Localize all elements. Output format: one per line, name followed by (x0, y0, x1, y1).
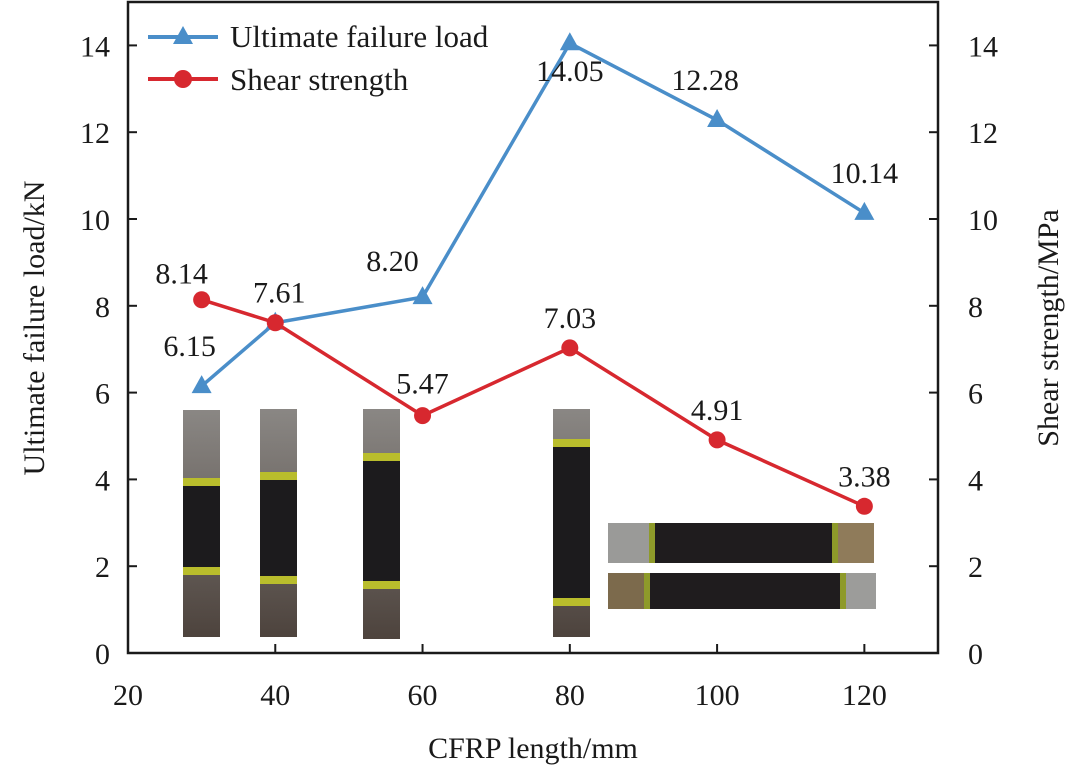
x-axis-title: CFRP length/mm (428, 732, 638, 765)
data-point-shear-strength (414, 407, 432, 425)
x-tick-label: 40 (260, 679, 290, 712)
y2-tick-label: 14 (968, 30, 998, 63)
data-point-ultimate-failure-load (412, 286, 433, 305)
legend-label-shear-strength: Shear strength (230, 62, 409, 97)
cfrp-sheet (183, 486, 220, 567)
series-line-shear-strength (201, 298, 866, 508)
data-label-ultimate-failure-load: 10.14 (831, 157, 899, 190)
y-tick-label: 10 (80, 204, 110, 237)
data-point-ultimate-failure-load (707, 109, 728, 128)
legend-label-ultimate-failure-load: Ultimate failure load (230, 19, 489, 54)
data-point-shear-strength (266, 314, 284, 332)
data-point-ultimate-failure-load (854, 201, 875, 220)
specimen-80mm-photo (553, 409, 590, 637)
y-tick-label: 6 (95, 378, 110, 411)
x-tick-label: 80 (555, 679, 585, 712)
y2-tick-label: 6 (968, 378, 983, 411)
legend-item-ultimate-failure-load: Ultimate failure load (148, 19, 489, 54)
y-tick-label: 14 (80, 30, 110, 63)
data-point-ultimate-failure-load (559, 32, 580, 51)
x-tick-label: 20 (113, 679, 143, 712)
x-tick-label: 120 (842, 679, 887, 712)
y-tick-label: 12 (80, 117, 110, 150)
steel-plate-left (608, 573, 650, 609)
cfrp-sheet (260, 480, 297, 576)
data-point-ultimate-failure-load (191, 375, 212, 394)
cfrp-sheet (655, 523, 832, 563)
specimen-40mm-photo (260, 409, 297, 637)
cfrp-sheet (553, 447, 590, 598)
data-label-shear-strength: 8.14 (155, 258, 208, 291)
specimen-60mm-photo (363, 409, 400, 639)
specimen-30mm-photo (183, 410, 220, 637)
y2-tick-label: 2 (968, 551, 983, 584)
data-label-ultimate-failure-load: 8.20 (366, 245, 419, 278)
data-label-shear-strength: 7.61 (253, 277, 306, 310)
y-tick-label: 8 (95, 291, 110, 324)
steel-plate-left (608, 523, 655, 563)
data-point-shear-strength (561, 339, 579, 357)
steel-plate-right (832, 523, 874, 563)
specimen-100mm-a-photo (608, 523, 874, 563)
series-line-ultimate-failure-load (200, 40, 866, 388)
data-label-ultimate-failure-load: 12.28 (671, 64, 739, 97)
data-point-shear-strength (708, 431, 726, 449)
y2-tick-label: 0 (968, 638, 983, 671)
legend-triangle-marker-icon (173, 26, 193, 44)
y2-tick-label: 12 (968, 117, 998, 150)
y2-tick-label: 8 (968, 291, 983, 324)
y-tick-label: 0 (95, 638, 110, 671)
cfrp-sheet (650, 573, 840, 609)
y-axis-title: Ultimate failure load/kN (18, 181, 51, 476)
data-label-shear-strength: 3.38 (838, 460, 891, 493)
y2-tick-label: 4 (968, 464, 983, 497)
data-label-ultimate-failure-load: 14.05 (536, 55, 604, 88)
specimen-photos (183, 409, 876, 639)
data-label-shear-strength: 5.47 (396, 368, 449, 401)
data-point-shear-strength (855, 497, 873, 515)
data-label-shear-strength: 7.03 (544, 302, 597, 335)
legend-item-shear-strength: Shear strength (148, 62, 409, 97)
plot-frame (126, 0, 940, 655)
x-tick-label: 60 (408, 679, 438, 712)
y-tick-label: 2 (95, 551, 110, 584)
y-tick-label: 4 (95, 464, 110, 497)
data-point-shear-strength (193, 291, 211, 309)
legend-circle-marker-icon (174, 70, 192, 88)
specimen-100mm-b-photo (608, 573, 876, 609)
x-tick-label: 100 (695, 679, 740, 712)
data-label-ultimate-failure-load: 6.15 (163, 330, 216, 363)
y2-axis-title: Shear strength/MPa (1032, 209, 1065, 446)
data-label-shear-strength: 4.91 (691, 394, 744, 427)
legend: Ultimate failure load Shear strength (148, 19, 489, 97)
y2-tick-label: 10 (968, 204, 998, 237)
cfrp-sheet (363, 461, 400, 581)
